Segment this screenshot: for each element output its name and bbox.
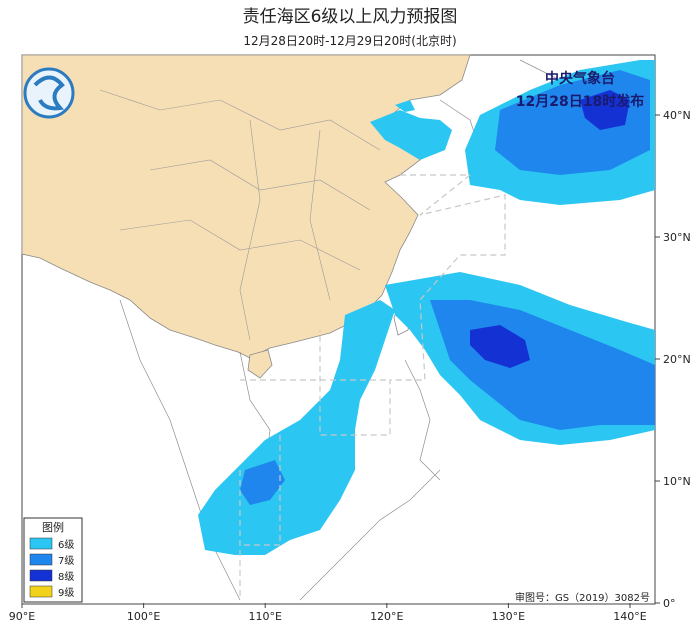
lat-label: 10°N [663, 475, 691, 488]
lon-label: 140°E [613, 610, 646, 623]
subtitle: 12月28日20时-12月29日20时(北京时) [243, 34, 456, 48]
legend-swatch [29, 553, 53, 566]
legend-label: 7级 [58, 555, 74, 567]
legend-label: 8级 [58, 571, 74, 583]
legend-label: 9级 [58, 587, 74, 599]
lon-label: 130°E [492, 610, 525, 623]
lon-label: 120°E [370, 610, 403, 623]
legend: 图例 6级 7级 8级 9级 [23, 517, 83, 603]
lon-label: 110°E [248, 610, 281, 623]
title: 责任海区6级以上风力预报图 [243, 7, 458, 27]
axes: 90°E 100°E 110°E 120°E 130°E 140°E 40°N 30°N 20°… [9, 109, 691, 623]
wind-8 [470, 90, 630, 368]
sea-area-lines [239, 174, 506, 600]
logo [23, 67, 75, 119]
issue-time: 12月28日18时发布 [516, 93, 644, 110]
land-hainan [247, 349, 273, 379]
agency: 中央气象台 [545, 70, 615, 87]
lat-label: 30°N [663, 231, 691, 244]
legend-swatch [29, 569, 53, 582]
map-frame [21, 54, 656, 605]
lon-label: 100°E [127, 610, 160, 623]
lat-label: 20°N [663, 353, 691, 366]
lon-label: 90°E [9, 610, 35, 623]
legend-swatch [29, 585, 53, 598]
approval: 审图号：GS（2019）3082号 [515, 591, 650, 604]
lat-label: 0° [663, 597, 676, 610]
lat-label: 40°N [663, 109, 691, 122]
province-lines [99, 89, 381, 341]
legend-swatch [29, 537, 53, 550]
legend-label: 6级 [58, 539, 74, 551]
legend-title: 图例 [42, 520, 64, 534]
